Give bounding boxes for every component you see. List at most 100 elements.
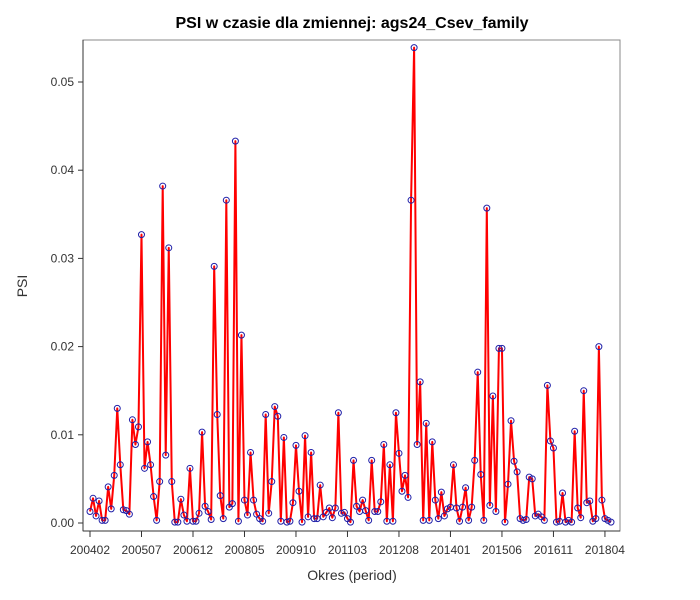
data-point	[486, 501, 494, 509]
data-point	[374, 508, 382, 516]
data-point	[404, 493, 412, 501]
data-point	[301, 432, 309, 440]
data-point	[201, 502, 209, 510]
chart-title: PSI w czasie dla zmiennej: ags24_Csev_fa…	[175, 15, 528, 32]
data-point	[334, 409, 342, 417]
data-point	[186, 464, 194, 472]
data-point	[513, 468, 521, 476]
data-point	[580, 387, 588, 395]
data-point	[310, 515, 318, 523]
data-point	[471, 456, 479, 464]
data-point	[359, 496, 367, 504]
data-point	[410, 44, 418, 52]
data-point	[286, 517, 294, 525]
data-point	[595, 343, 603, 351]
data-point	[98, 516, 106, 524]
data-point	[171, 518, 179, 526]
data-point	[586, 497, 594, 505]
data-point	[128, 416, 136, 424]
x-tick-label: 200805	[224, 543, 264, 557]
data-point	[501, 518, 509, 526]
data-point	[495, 344, 503, 352]
data-point	[237, 331, 245, 339]
data-point	[313, 515, 321, 523]
data-point	[528, 475, 536, 483]
data-point	[492, 508, 500, 516]
data-point	[107, 505, 115, 513]
data-point	[244, 511, 252, 519]
data-point	[459, 503, 467, 511]
data-point	[110, 471, 118, 479]
data-point	[368, 456, 376, 464]
data-point	[150, 493, 158, 501]
x-tick-label: 201401	[430, 543, 470, 557]
data-point	[213, 411, 221, 419]
y-axis-label: PSI	[14, 275, 30, 298]
data-point	[189, 517, 197, 525]
data-point	[271, 403, 279, 411]
data-point	[416, 378, 424, 386]
data-point	[262, 411, 270, 419]
data-point	[465, 516, 473, 524]
series-layer	[86, 44, 615, 526]
data-point	[268, 478, 276, 486]
data-point	[456, 517, 464, 525]
data-point	[265, 509, 273, 517]
x-tick-label: 201804	[585, 543, 625, 557]
data-point	[137, 231, 145, 239]
data-point	[92, 512, 100, 520]
y-tick-label: 0.04	[51, 163, 75, 177]
data-point	[147, 461, 155, 469]
data-point	[362, 507, 370, 515]
data-point	[131, 441, 139, 448]
data-point	[389, 517, 397, 525]
data-point	[434, 515, 442, 523]
data-point	[398, 487, 406, 495]
data-point	[568, 518, 576, 526]
data-point	[195, 509, 203, 517]
data-point	[483, 204, 491, 212]
data-point	[295, 487, 303, 495]
data-point	[571, 427, 579, 435]
data-point	[307, 448, 315, 456]
data-point	[207, 515, 215, 523]
data-point	[177, 495, 185, 503]
data-point	[401, 471, 409, 479]
data-point	[428, 438, 436, 446]
data-point	[489, 392, 497, 400]
series-line	[89, 46, 612, 524]
data-point	[422, 419, 430, 427]
data-point	[549, 444, 557, 452]
data-point	[153, 516, 161, 524]
data-point	[559, 489, 567, 497]
data-point	[280, 433, 288, 441]
data-point	[468, 503, 476, 511]
data-point	[168, 478, 176, 486]
x-tick-label: 200402	[70, 543, 110, 557]
data-point	[519, 516, 527, 524]
data-point	[156, 478, 164, 486]
data-point	[159, 182, 167, 190]
data-point	[522, 515, 530, 523]
data-point	[250, 496, 258, 504]
data-point	[543, 381, 551, 389]
x-tick-label: 200910	[276, 543, 316, 557]
data-point	[204, 508, 212, 516]
data-point	[413, 441, 421, 448]
data-point	[210, 262, 218, 270]
data-point	[498, 344, 506, 352]
data-point	[86, 508, 94, 516]
data-point	[507, 417, 515, 425]
y-tick-label: 0.01	[51, 428, 75, 442]
data-point	[425, 516, 433, 524]
data-point	[283, 518, 291, 526]
data-point	[141, 464, 149, 472]
y-axis-ticks: 0.00 0.01 0.02 0.03 0.04 0.05	[51, 75, 83, 530]
data-point	[162, 451, 170, 459]
data-point	[298, 518, 306, 526]
x-tick-label: 200507	[121, 543, 161, 557]
data-point	[240, 496, 248, 504]
data-point	[101, 516, 109, 524]
data-point	[125, 510, 133, 518]
